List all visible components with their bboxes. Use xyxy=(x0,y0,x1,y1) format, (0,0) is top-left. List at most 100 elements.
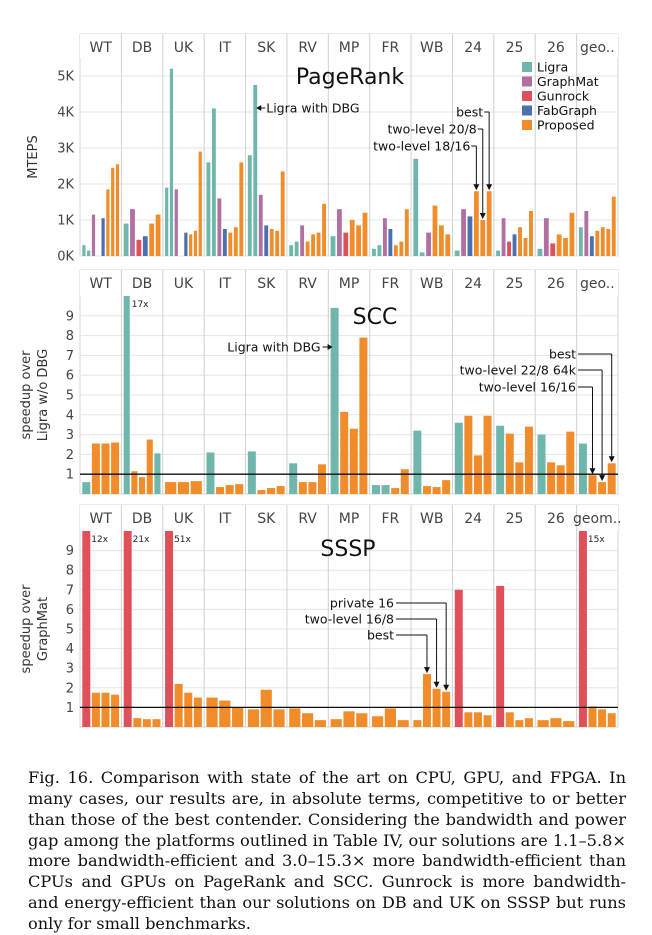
bar-ligra xyxy=(123,296,130,494)
bar-proposed xyxy=(115,164,120,256)
bar-proposed xyxy=(101,692,110,727)
chart-title: PageRank xyxy=(296,65,404,90)
bar-proposed xyxy=(289,708,301,727)
annotation-label: best xyxy=(456,105,483,120)
chart-panel-2: 1 2 3 4 5 6 7 8 9 WT DB UK IT SK RV MP FR WB 24 25 26 geom.. 1… xyxy=(19,504,622,728)
bar-proposed xyxy=(556,234,562,256)
y-tick-label: 7 xyxy=(66,349,74,364)
annotation-label: two-level 20/8 xyxy=(387,122,476,137)
group-label: geo.. xyxy=(580,276,615,292)
bar-gunrock xyxy=(136,239,142,256)
y-tick-label: 3 xyxy=(66,662,74,677)
bar-ligra xyxy=(377,245,382,256)
group-label: FR xyxy=(381,40,399,56)
figure-caption: Fig. 16. Comparison with state of the ar… xyxy=(28,768,626,933)
annotation-label: two-level 16/8 xyxy=(305,612,394,627)
bar-proposed xyxy=(189,234,193,256)
y-tick-label: 4 xyxy=(66,408,74,423)
bar-ligra xyxy=(496,425,505,494)
bar-proposed xyxy=(556,465,565,494)
facet-strip xyxy=(80,34,618,58)
bar-ligra xyxy=(211,108,216,257)
annotation-arrowhead xyxy=(589,468,596,475)
bar-proposed xyxy=(193,230,198,256)
bar-proposed xyxy=(142,719,151,727)
bar-proposed xyxy=(607,713,616,727)
bar-ligra xyxy=(206,162,211,256)
bar-proposed xyxy=(356,713,368,727)
bar-proposed xyxy=(422,486,431,494)
group-label: WB xyxy=(420,40,443,56)
group-label: SK xyxy=(257,40,276,56)
group-label: FR xyxy=(381,511,399,527)
bar-graphmat xyxy=(258,194,263,256)
bar-proposed xyxy=(362,212,368,256)
y-tick-label: 3K xyxy=(57,142,74,157)
bar-ligra xyxy=(537,248,543,256)
bar-proposed xyxy=(257,490,266,494)
bar-proposed xyxy=(547,462,556,494)
annotation-arrowhead xyxy=(256,105,262,111)
bar-fabgraph xyxy=(142,236,148,256)
bar-fabgraph xyxy=(101,218,105,256)
bar-fabgraph xyxy=(512,234,517,256)
facet-strip xyxy=(80,505,618,531)
bar-proposed xyxy=(311,234,316,256)
bar-proposed xyxy=(445,234,451,256)
bar-graphmat xyxy=(501,218,506,256)
bar-proposed xyxy=(400,469,409,494)
bar-proposed xyxy=(190,481,202,494)
bar-proposed xyxy=(607,463,616,494)
y-axis-label: speedup over xyxy=(19,584,34,674)
bar-proposed xyxy=(111,442,120,494)
bar-proposed xyxy=(598,482,607,494)
bar-graphmat xyxy=(543,218,549,256)
bar-proposed xyxy=(330,719,342,727)
bar-graphmat xyxy=(382,218,387,256)
y-axis-label: MTEPS xyxy=(26,135,41,178)
bar-proposed xyxy=(464,712,473,727)
y-tick-label: 4K xyxy=(57,106,74,121)
y-tick-label: 8 xyxy=(66,329,74,344)
bar-proposed xyxy=(611,196,616,256)
overflow-label: 51x xyxy=(174,535,191,545)
group-label: 25 xyxy=(506,40,524,56)
bar-proposed xyxy=(515,462,524,494)
y-axis-label: Ligra w/o DBG xyxy=(36,349,51,441)
legend-swatch xyxy=(522,120,532,130)
bar-proposed xyxy=(464,415,473,494)
bar-gunrock xyxy=(343,232,349,256)
y-tick-label: 1 xyxy=(66,468,74,483)
group-label: MP xyxy=(339,511,360,527)
bar-proposed xyxy=(269,229,274,256)
annotation-label: best xyxy=(367,628,394,643)
legend-entry: FabGraph xyxy=(537,103,597,118)
bar-graphmat xyxy=(584,211,589,256)
bar-proposed xyxy=(550,718,562,727)
bar-proposed xyxy=(569,212,575,256)
facet-strip xyxy=(80,270,618,296)
annotation-arrowhead xyxy=(608,456,615,463)
y-tick-label: 8 xyxy=(66,564,74,579)
bar-fabgraph xyxy=(589,236,594,256)
y-tick-label: 9 xyxy=(66,309,74,324)
bar-proposed xyxy=(432,487,441,494)
bar-proposed xyxy=(206,697,218,727)
bar-proposed xyxy=(595,230,600,256)
legend-entry: Ligra xyxy=(537,60,568,75)
group-label: IT xyxy=(219,276,232,292)
group-label: UK xyxy=(174,511,194,527)
bar-ligra xyxy=(381,485,390,494)
bar-proposed xyxy=(393,245,398,256)
bar-proposed xyxy=(515,720,524,727)
group-label: WT xyxy=(89,40,112,56)
group-label: RV xyxy=(298,40,317,56)
group-label: 25 xyxy=(506,511,524,527)
group-label: 24 xyxy=(464,276,482,292)
bar-ligra xyxy=(578,443,587,494)
bar-proposed xyxy=(349,428,358,494)
y-tick-label: 6 xyxy=(66,369,74,384)
bar-proposed xyxy=(483,715,492,727)
bar-proposed xyxy=(101,443,110,494)
